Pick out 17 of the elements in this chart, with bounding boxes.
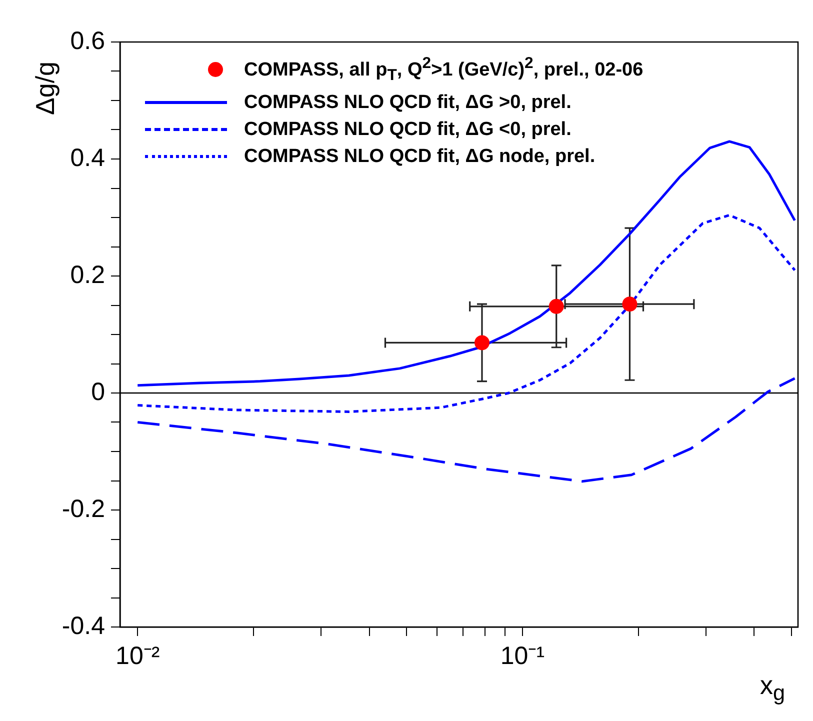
legend-label: COMPASS NLO QCD fit, ΔG >0, prel. bbox=[244, 91, 572, 116]
point bbox=[548, 298, 564, 314]
x-tick-label: 10⁻¹ bbox=[500, 642, 545, 670]
x-axis-title: x$_{g}$ bbox=[760, 670, 785, 706]
y-tick-label: 0.4 bbox=[70, 144, 106, 172]
y-tick-label: 0 bbox=[91, 378, 105, 406]
y-axis-title: Δg/g bbox=[30, 61, 61, 115]
legend-label: COMPASS, all p$_{T}$, Q$^{2}$>1 (GeV/c)$^{2}$, prel., 02-06 bbox=[244, 54, 644, 86]
y-tick-label: -0.4 bbox=[62, 612, 106, 640]
y-tick-label: 0.2 bbox=[70, 260, 105, 289]
point bbox=[474, 335, 490, 350]
x-tick-label: 10⁻² bbox=[116, 642, 160, 670]
y-tick-label: -0.2 bbox=[62, 494, 105, 523]
legend-label: COMPASS NLO QCD fit, ΔG node, prel. bbox=[244, 145, 596, 170]
point bbox=[622, 296, 638, 312]
legend-label: COMPASS NLO QCD fit, ΔG <0, prel. bbox=[244, 118, 572, 142]
y-tick-label: 0.6 bbox=[70, 26, 105, 55]
